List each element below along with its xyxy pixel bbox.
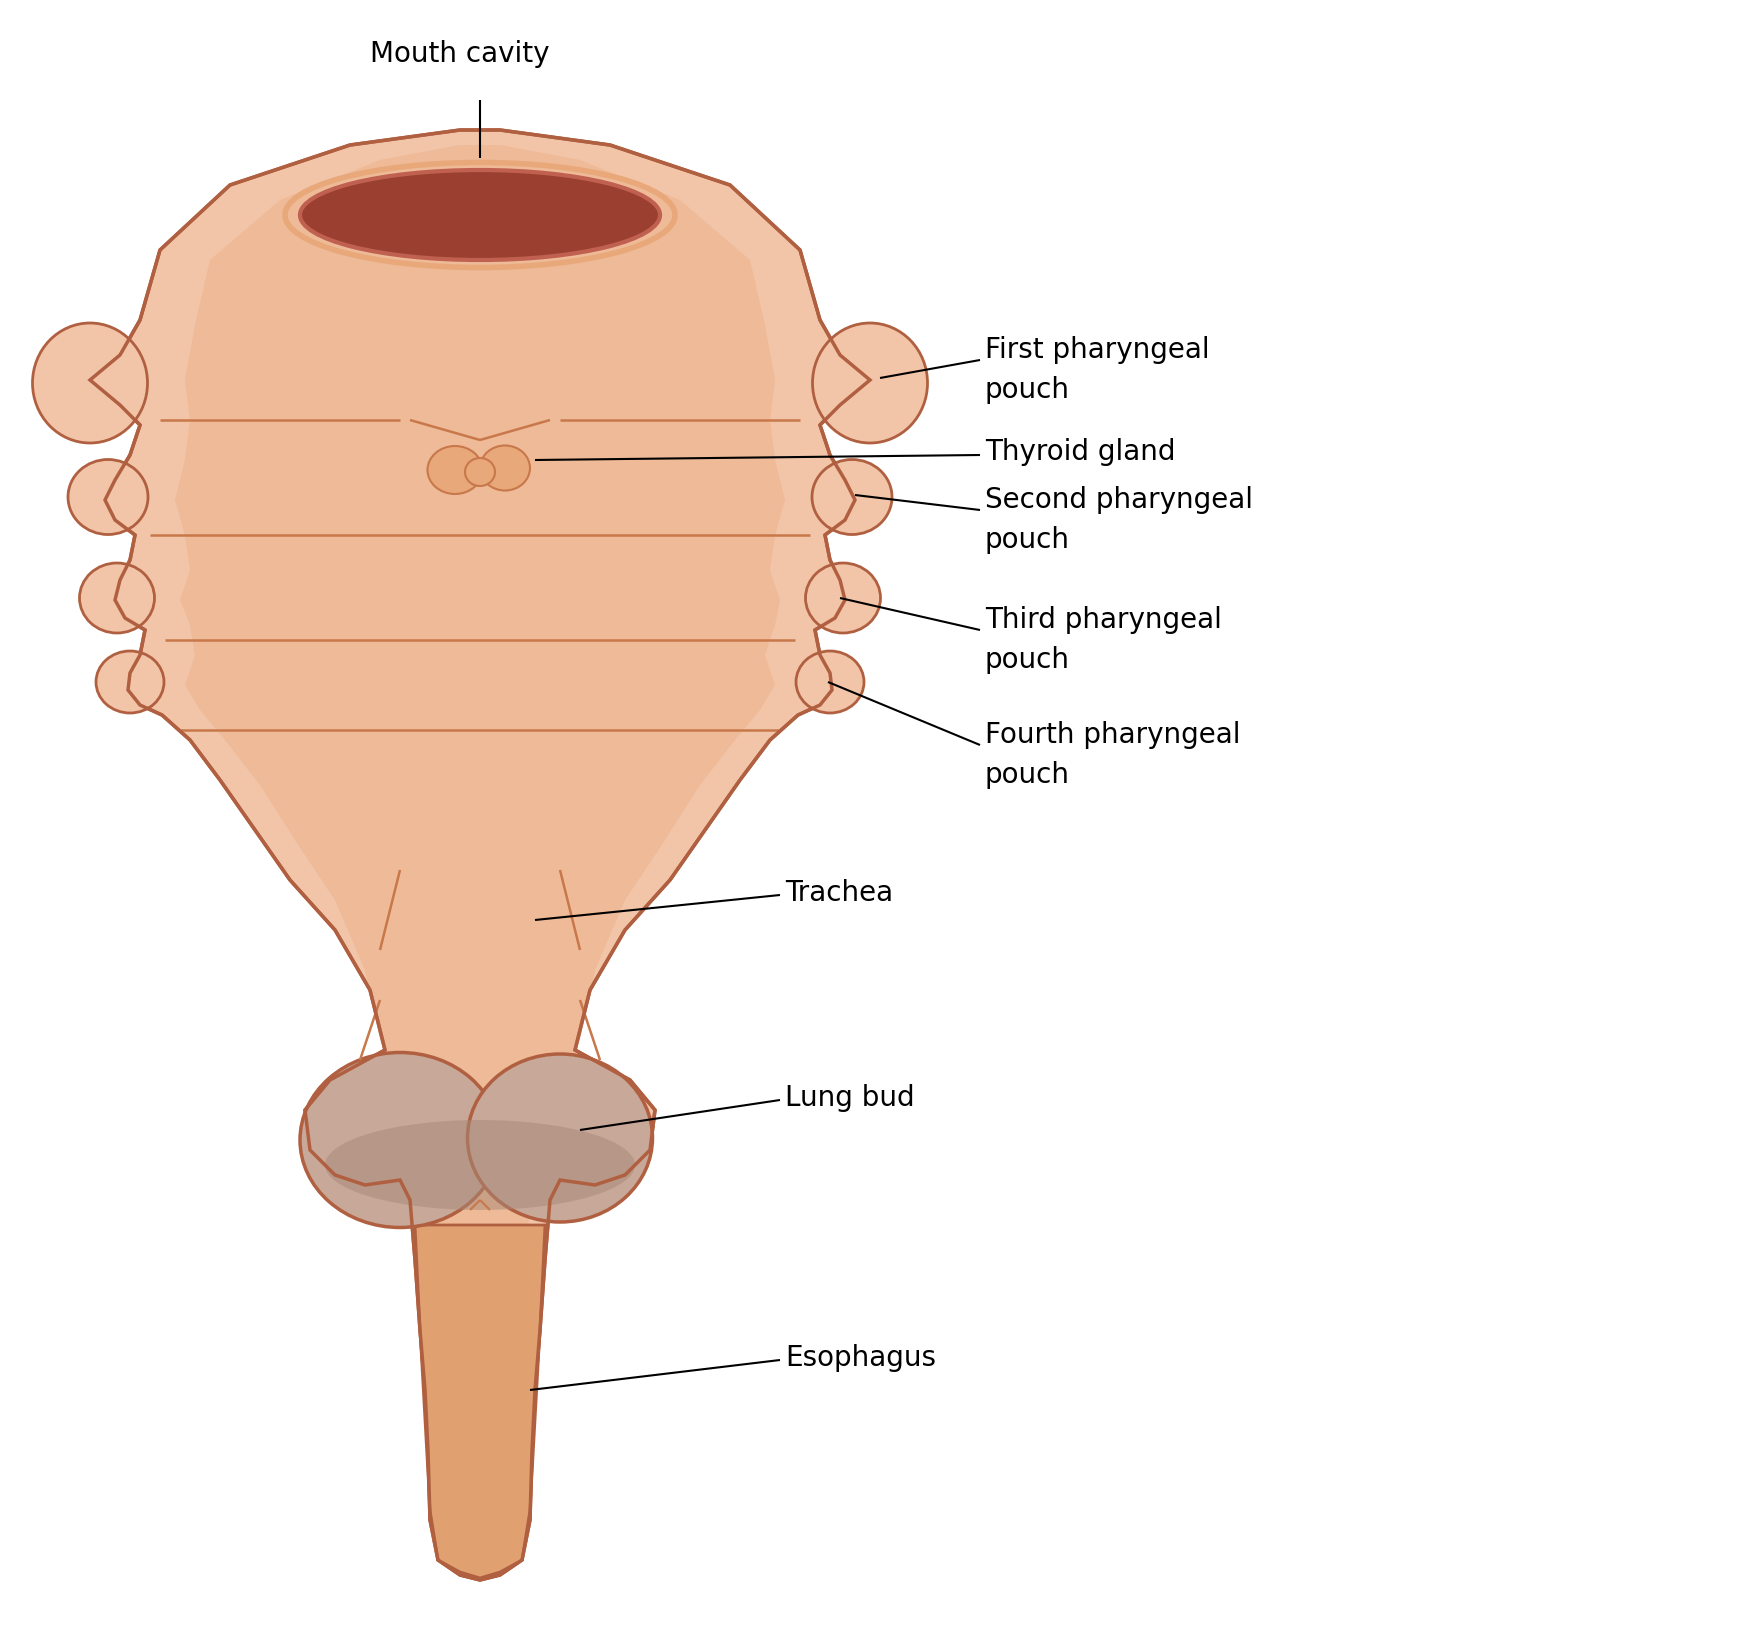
Text: Trachea: Trachea [785,879,892,906]
Ellipse shape [465,458,494,486]
Text: pouch: pouch [985,527,1069,555]
Text: Third pharyngeal: Third pharyngeal [985,605,1222,635]
Ellipse shape [812,460,892,535]
Ellipse shape [68,460,147,535]
Text: Mouth cavity: Mouth cavity [370,39,549,69]
Text: Esophagus: Esophagus [785,1345,936,1373]
Polygon shape [89,129,869,1580]
Text: pouch: pouch [985,376,1069,404]
Ellipse shape [805,563,880,633]
Ellipse shape [812,322,927,443]
Ellipse shape [96,651,165,713]
Text: Thyroid gland: Thyroid gland [985,438,1176,466]
Text: Fourth pharyngeal: Fourth pharyngeal [985,721,1241,749]
Ellipse shape [79,563,154,633]
Text: pouch: pouch [985,646,1069,674]
Ellipse shape [33,322,147,443]
Text: pouch: pouch [985,761,1069,789]
Ellipse shape [428,447,482,494]
Ellipse shape [300,1052,500,1227]
Text: Second pharyngeal: Second pharyngeal [985,486,1253,514]
Text: First pharyngeal: First pharyngeal [985,335,1210,363]
Ellipse shape [300,170,659,260]
Ellipse shape [468,1054,652,1222]
Polygon shape [175,146,785,1510]
Ellipse shape [796,651,864,713]
Ellipse shape [480,445,529,491]
Text: Lung bud: Lung bud [785,1085,915,1112]
Ellipse shape [324,1121,635,1211]
Polygon shape [415,1225,545,1579]
